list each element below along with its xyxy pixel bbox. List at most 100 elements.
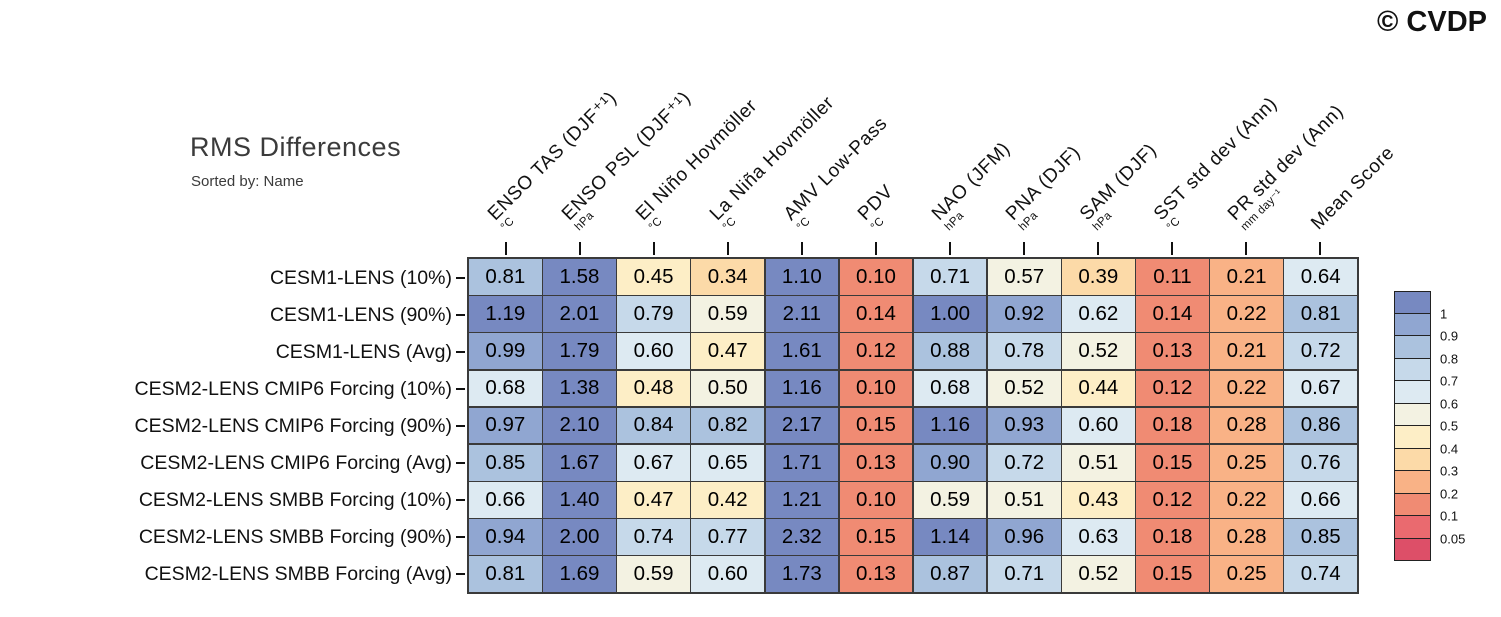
row-tick bbox=[456, 572, 465, 575]
heatmap-cell: 0.81 bbox=[469, 556, 542, 592]
row-tick bbox=[456, 498, 465, 501]
heatmap-cell: 0.76 bbox=[1284, 444, 1357, 481]
heatmap-cell: 0.82 bbox=[691, 407, 764, 444]
heatmap-cell: 0.57 bbox=[987, 259, 1061, 295]
heatmap-cell: 0.66 bbox=[1284, 482, 1357, 518]
heatmap-cell: 1.10 bbox=[765, 259, 839, 295]
heatmap-cell: 2.10 bbox=[543, 407, 616, 444]
heatmap-cell: 0.77 bbox=[691, 519, 764, 555]
heatmap-cell: 0.59 bbox=[617, 556, 690, 592]
heatmap-cell: 0.74 bbox=[1284, 556, 1357, 592]
legend-label: 0.2 bbox=[1440, 486, 1459, 501]
heatmap-cell: 0.42 bbox=[691, 482, 764, 518]
heatmap-cell: 0.87 bbox=[913, 556, 987, 592]
heatmap-cell: 0.21 bbox=[1210, 333, 1283, 369]
column-tick bbox=[1023, 242, 1025, 255]
heatmap-cell: 0.12 bbox=[1136, 370, 1209, 407]
heatmap-cell: 0.10 bbox=[839, 482, 913, 518]
legend-color-box bbox=[1394, 403, 1431, 426]
heatmap-cell: 1.16 bbox=[913, 407, 987, 444]
heatmap-cell: 0.11 bbox=[1136, 259, 1209, 295]
heatmap-cell: 1.14 bbox=[913, 519, 987, 555]
heatmap-cell: 0.22 bbox=[1210, 296, 1283, 332]
heatmap-cell: 0.10 bbox=[839, 370, 913, 407]
legend-label: 0.7 bbox=[1440, 373, 1459, 389]
heatmap-cell: 0.64 bbox=[1284, 259, 1357, 295]
heatmap-cell: 0.18 bbox=[1136, 519, 1209, 555]
heatmap-cell: 0.12 bbox=[1136, 482, 1209, 518]
heatmap-cell: 0.15 bbox=[839, 519, 913, 555]
row-label: CESM1-LENS (Avg) bbox=[275, 340, 452, 363]
column-tick bbox=[1319, 242, 1321, 255]
column-tick bbox=[727, 242, 729, 255]
heatmap-cell: 0.15 bbox=[1136, 444, 1209, 481]
heatmap-cell: 0.85 bbox=[469, 444, 542, 481]
legend-color-box bbox=[1394, 516, 1431, 539]
legend-label: 0.4 bbox=[1440, 441, 1459, 456]
heatmap-cell: 0.68 bbox=[469, 370, 542, 407]
column-header-7: NAO (JFM) hPa bbox=[928, 138, 1024, 234]
row-label: CESM2-LENS SMBB Forcing (10%) bbox=[138, 488, 452, 511]
row-tick bbox=[456, 535, 465, 538]
row-tick bbox=[456, 313, 465, 316]
heatmap-cell: 0.81 bbox=[1284, 296, 1357, 332]
heatmap-cell: 0.99 bbox=[469, 333, 542, 369]
row-label: CESM2-LENS CMIP6 Forcing (Avg) bbox=[140, 451, 452, 474]
heatmap-cell: 0.93 bbox=[987, 407, 1061, 444]
heatmap-cell: 0.84 bbox=[617, 407, 690, 444]
legend-color-box bbox=[1394, 291, 1431, 314]
heatmap-cell: 0.45 bbox=[617, 259, 690, 295]
heatmap-cell: 0.86 bbox=[1284, 407, 1357, 444]
color-legend bbox=[1394, 291, 1431, 561]
legend-label: 0.8 bbox=[1440, 351, 1459, 366]
heatmap-cell: 0.28 bbox=[1210, 407, 1283, 444]
legend-label: 0.3 bbox=[1440, 463, 1459, 479]
legend-label: 1 bbox=[1440, 306, 1448, 321]
heatmap-cell: 0.34 bbox=[691, 259, 764, 295]
heatmap-cell: 1.73 bbox=[765, 556, 839, 592]
heatmap-cell: 0.79 bbox=[617, 296, 690, 332]
row-label: CESM1-LENS (90%) bbox=[269, 303, 452, 326]
column-tick bbox=[1245, 242, 1247, 255]
cvdp-watermark: © CVDP bbox=[1377, 6, 1487, 38]
heatmap-cell: 0.14 bbox=[839, 296, 913, 332]
heatmap-cell: 0.78 bbox=[987, 333, 1061, 369]
legend-color-box bbox=[1394, 493, 1431, 516]
row-label: CESM2-LENS CMIP6 Forcing (90%) bbox=[134, 414, 452, 437]
heatmap-cell: 0.50 bbox=[691, 370, 764, 407]
heatmap-cell: 0.10 bbox=[839, 259, 913, 295]
heatmap-cell: 0.81 bbox=[469, 259, 542, 295]
legend-label: 0.9 bbox=[1440, 328, 1459, 344]
heatmap-cell: 0.52 bbox=[1062, 333, 1135, 369]
row-label: CESM2-LENS SMBB Forcing (90%) bbox=[138, 525, 452, 548]
heatmap-cell: 0.28 bbox=[1210, 519, 1283, 555]
heatmap-cell: 0.14 bbox=[1136, 296, 1209, 332]
legend-color-box bbox=[1394, 471, 1431, 494]
heatmap-cell: 0.47 bbox=[691, 333, 764, 369]
heatmap-cell: 0.60 bbox=[691, 556, 764, 592]
heatmap-cell: 0.90 bbox=[913, 444, 987, 481]
heatmap-cell: 0.25 bbox=[1210, 444, 1283, 481]
heatmap-cell: 1.71 bbox=[765, 444, 839, 481]
legend-label: 0.1 bbox=[1440, 508, 1459, 524]
column-tick bbox=[1171, 242, 1173, 255]
heatmap-cell: 0.92 bbox=[987, 296, 1061, 332]
column-tick bbox=[801, 242, 803, 255]
heatmap-grid: 0.81 1.58 0.45 0.34 1.10 0.10 0.71 0.57 0.39 0.11… bbox=[467, 257, 1359, 594]
heatmap-cell: 0.18 bbox=[1136, 407, 1209, 444]
column-tick bbox=[579, 242, 581, 255]
heatmap-cell: 0.48 bbox=[617, 370, 690, 407]
heatmap-cell: 0.59 bbox=[913, 482, 987, 518]
heatmap-cell: 1.67 bbox=[543, 444, 616, 481]
legend-color-box bbox=[1394, 313, 1431, 336]
heatmap-cell: 0.72 bbox=[987, 444, 1061, 481]
heatmap-cell: 0.97 bbox=[469, 407, 542, 444]
heatmap-cell: 0.62 bbox=[1062, 296, 1135, 332]
heatmap-cell: 2.11 bbox=[765, 296, 839, 332]
heatmap-cell: 0.22 bbox=[1210, 370, 1283, 407]
row-tick bbox=[456, 424, 465, 427]
heatmap-cell: 0.88 bbox=[913, 333, 987, 369]
heatmap-cell: 0.22 bbox=[1210, 482, 1283, 518]
heatmap-cell: 0.63 bbox=[1062, 519, 1135, 555]
